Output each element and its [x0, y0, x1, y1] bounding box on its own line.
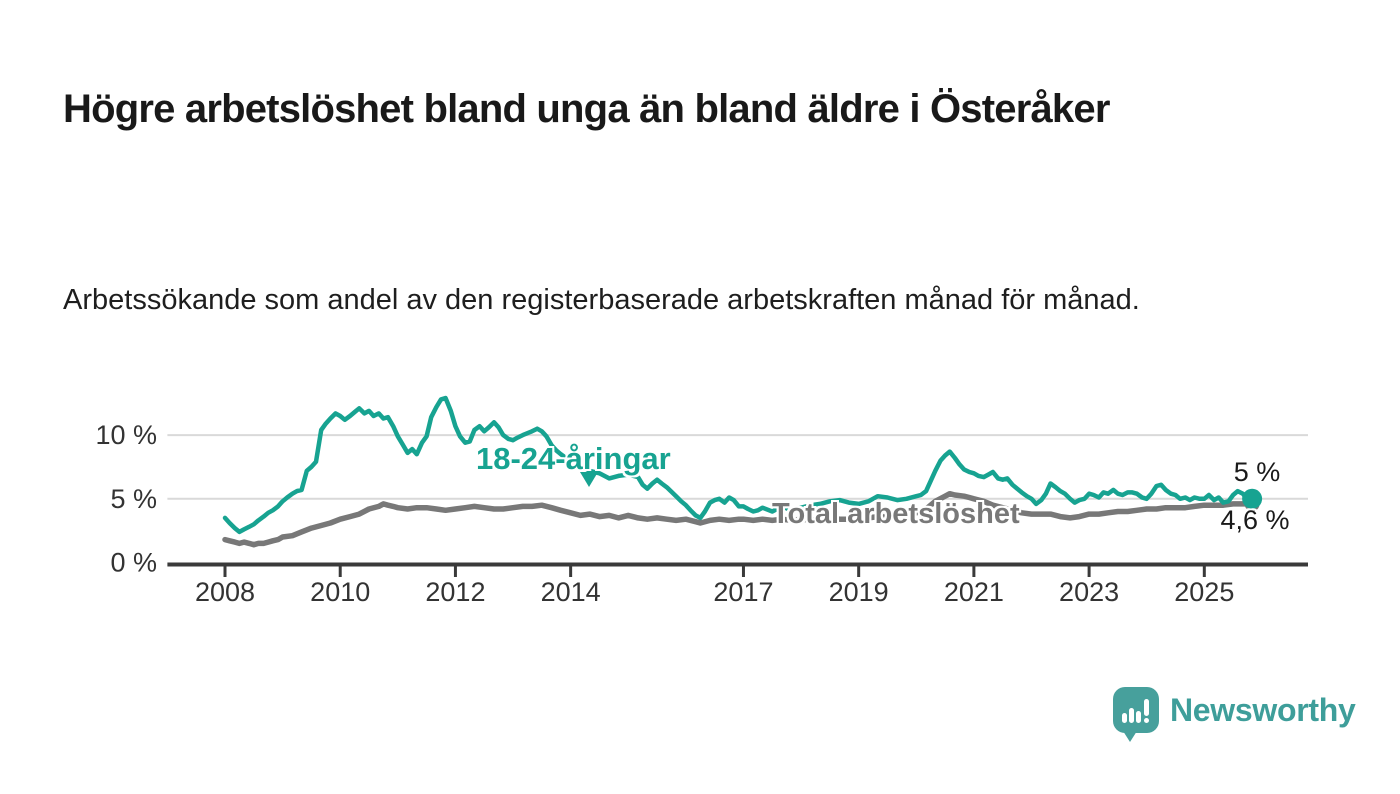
x-tick-label: 2023: [1059, 577, 1119, 607]
series-label-total: Total arbetslöshet: [772, 498, 1020, 530]
newsworthy-logo-icon: [1113, 687, 1159, 742]
logo-chart-bar: [1122, 713, 1127, 723]
page-title: Högre arbetslöshet bland unga än bland ä…: [63, 86, 1110, 131]
logo-chart-bar: [1136, 711, 1141, 723]
y-tick-label: 5 %: [110, 484, 157, 514]
series-line-total: [222, 490, 1255, 548]
logo-speech-bubble-tail: [1123, 731, 1137, 742]
logo-chart-bar: [1129, 708, 1134, 723]
x-tick-label: 2012: [425, 577, 485, 607]
x-tick-label: 2021: [944, 577, 1004, 607]
logo-exclamation-dot: [1144, 718, 1149, 723]
y-tick-label: 10 %: [95, 420, 157, 450]
x-tick-label: 2014: [541, 577, 601, 607]
y-tick-label: 0 %: [110, 548, 157, 578]
x-tick-label: 2008: [195, 577, 255, 607]
end-value-label-youth: 5 %: [1233, 457, 1281, 487]
series-line-youth: [222, 395, 1255, 535]
x-tick-label: 2010: [310, 577, 370, 607]
x-tick-label: 2017: [713, 577, 773, 607]
end-value-label-total: 4,6 %: [1220, 505, 1290, 535]
logo-speech-bubble: [1113, 687, 1159, 733]
x-tick-label: 2025: [1174, 577, 1234, 607]
arrow-down-icon: [580, 472, 598, 487]
logo-exclamation-bar: [1144, 699, 1149, 716]
series-label-youth: 18-24-åringar: [476, 441, 671, 476]
chart-subtitle: Arbetssökande som andel av den registerb…: [63, 284, 1140, 316]
x-tick-label: 2019: [829, 577, 889, 607]
newsworthy-wordmark: Newsworthy: [1170, 692, 1356, 728]
series-end-dot-youth: [1242, 488, 1263, 509]
